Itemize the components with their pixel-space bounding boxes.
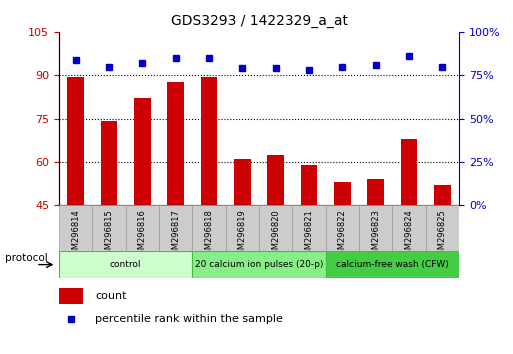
Text: GSM296814: GSM296814: [71, 209, 80, 260]
Text: GSM296824: GSM296824: [405, 209, 413, 260]
Text: control: control: [110, 260, 142, 269]
Bar: [392, 205, 426, 251]
Text: GSM296815: GSM296815: [105, 209, 113, 260]
Bar: [434, 185, 451, 205]
Text: GSM296817: GSM296817: [171, 209, 180, 260]
Bar: [59, 288, 83, 304]
Bar: [234, 159, 251, 205]
Bar: [159, 205, 192, 251]
Text: GSM296823: GSM296823: [371, 209, 380, 260]
Bar: [326, 205, 359, 251]
Bar: [326, 251, 459, 278]
Bar: [259, 205, 292, 251]
Text: GSM296818: GSM296818: [205, 209, 213, 260]
Bar: [167, 82, 184, 205]
Text: 20 calcium ion pulses (20-p): 20 calcium ion pulses (20-p): [195, 260, 323, 269]
Bar: [401, 139, 418, 205]
Text: calcium-free wash (CFW): calcium-free wash (CFW): [336, 260, 449, 269]
Bar: [292, 205, 326, 251]
Text: protocol: protocol: [5, 252, 48, 263]
Bar: [101, 121, 117, 205]
Bar: [134, 98, 151, 205]
Text: GSM296819: GSM296819: [238, 209, 247, 260]
Bar: [267, 155, 284, 205]
Bar: [367, 179, 384, 205]
Text: GSM296820: GSM296820: [271, 209, 280, 260]
Bar: [92, 205, 126, 251]
Bar: [192, 205, 226, 251]
Bar: [59, 205, 92, 251]
Bar: [334, 182, 351, 205]
Text: GSM296821: GSM296821: [305, 209, 313, 260]
Bar: [301, 165, 318, 205]
Bar: [192, 251, 326, 278]
Bar: [359, 205, 392, 251]
Text: count: count: [95, 291, 127, 301]
Text: percentile rank within the sample: percentile rank within the sample: [95, 314, 283, 324]
Bar: [59, 251, 192, 278]
Bar: [201, 77, 218, 205]
Text: GSM296825: GSM296825: [438, 209, 447, 260]
Bar: [426, 205, 459, 251]
Bar: [126, 205, 159, 251]
Bar: [226, 205, 259, 251]
Text: GSM296822: GSM296822: [338, 209, 347, 260]
Text: GDS3293 / 1422329_a_at: GDS3293 / 1422329_a_at: [170, 14, 348, 28]
Bar: [67, 77, 84, 205]
Text: GSM296816: GSM296816: [138, 209, 147, 260]
